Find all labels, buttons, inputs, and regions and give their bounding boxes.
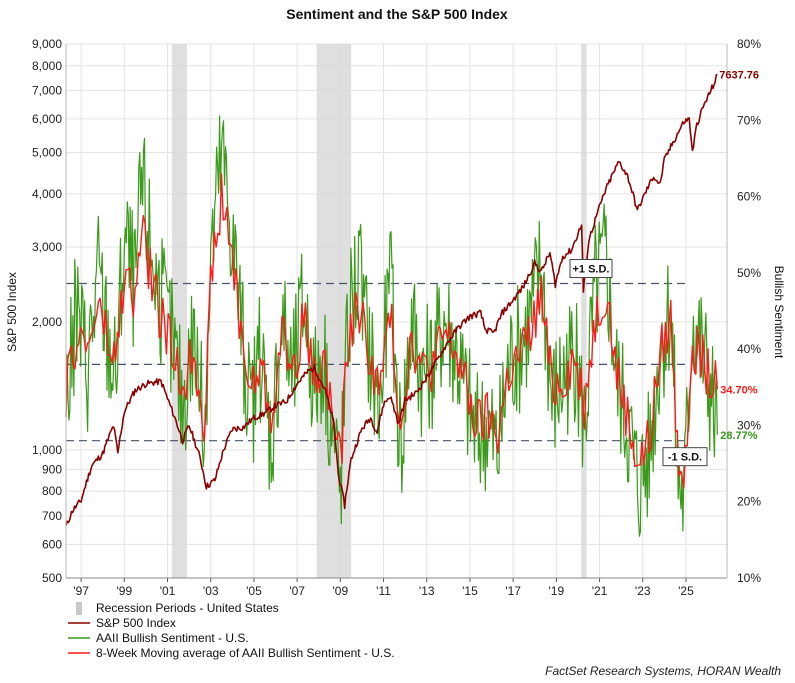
axes: 500 600 700 800 900 1,000 2,000 3,000 4,000 5,000…	[32, 37, 761, 598]
y-right-tick-label: 40%	[737, 342, 761, 356]
x-tick-label: '07	[289, 584, 305, 598]
end-label-ma8: 34.70%	[720, 385, 758, 397]
sd-plus-label: +1 S.D.	[573, 264, 610, 276]
x-tick-label: '01	[160, 584, 176, 598]
chart-title: Sentiment and the S&P 500 Index	[286, 6, 508, 22]
x-tick-label: '21	[592, 584, 608, 598]
y-right-tick-label: 80%	[737, 37, 761, 51]
y-left-tick-label: 800	[42, 484, 62, 498]
sd-minus-box	[662, 447, 708, 467]
recession-band	[581, 44, 587, 578]
x-tick-label: '99	[117, 584, 133, 598]
source-note: FactSet Research Systems, HORAN Wealth	[545, 664, 781, 678]
y-left-tick-label: 6,000	[32, 112, 62, 126]
legend-entry-recession-periods-united-states: Recession Periods - United States	[96, 601, 279, 615]
annotations: 7637.76 34.70% 28.77% +1 S.D. -1 S.D.	[569, 69, 759, 467]
y-left-tick-label: 5,000	[32, 146, 62, 160]
x-tick-label: '19	[549, 584, 565, 598]
y-left-tick-label: 7,000	[32, 83, 62, 97]
series-line-8-week-moving-average-of-aaii-bullish-sentiment-u-s	[65, 173, 718, 489]
y-right-tick-label: 60%	[737, 190, 761, 204]
recession-band	[316, 44, 352, 578]
y-axis-right-title: Bullish Sentiment	[772, 266, 786, 359]
end-label-sp500: 7637.76	[719, 69, 759, 81]
x-tick-label: '11	[376, 584, 391, 598]
y-left-tick-label: 700	[42, 509, 62, 523]
end-label-bullish: 28.77%	[720, 430, 758, 442]
legend-entry-aaii-bullish-sentiment-u-s: AAII Bullish Sentiment - U.S.	[96, 631, 249, 645]
y-left-tick-label: 4,000	[32, 187, 62, 201]
recession-bands	[171, 44, 587, 578]
legend-entry-s-p-500-index: S&P 500 Index	[96, 616, 176, 630]
x-tick-label: '23	[635, 584, 651, 598]
y-left-tick-label: 900	[42, 462, 62, 476]
x-tick-label: '13	[419, 584, 435, 598]
sd-plus-box	[569, 259, 613, 279]
y-right-tick-label: 70%	[737, 113, 761, 127]
recession-band	[171, 44, 187, 578]
x-tick-label: '03	[203, 584, 219, 598]
plot-area	[66, 44, 727, 578]
y-left-tick-label: 8,000	[32, 59, 62, 73]
x-tick-label: '15	[462, 584, 478, 598]
series-line-s-p-500-index	[65, 73, 718, 526]
x-tick-label: '17	[505, 584, 521, 598]
sd-minus-label: -1 S.D.	[668, 452, 702, 464]
legend-swatch-recession-periods-united-states	[76, 602, 82, 615]
y-right-tick-label: 10%	[737, 571, 761, 585]
y-axis-left-title: S&P 500 Index	[5, 272, 19, 352]
series-line-aaii-bullish-sentiment-u-s	[65, 115, 718, 537]
y-left-tick-label: 600	[42, 537, 62, 551]
y-left-tick-label: 9,000	[32, 37, 62, 51]
y-left-tick-label: 2,000	[32, 315, 62, 329]
grid	[66, 43, 727, 579]
legend-entry-8-week-moving-average-of-aaii-bullish-sentiment-u-s: 8-Week Moving average of AAII Bullish Se…	[96, 646, 395, 660]
y-right-tick-label: 30%	[737, 418, 761, 432]
x-tick-label: '05	[246, 584, 262, 598]
y-right-tick-label: 20%	[737, 495, 761, 509]
y-right-tick-label: 50%	[737, 266, 761, 280]
x-tick-label: '97	[73, 584, 89, 598]
y-left-tick-label: 500	[42, 571, 62, 585]
series-layer	[65, 73, 718, 537]
x-tick-label: '25	[678, 584, 694, 598]
y-left-tick-label: 1,000	[32, 443, 62, 457]
y-left-tick-label: 3,000	[32, 240, 62, 254]
x-tick-label: '09	[333, 584, 349, 598]
